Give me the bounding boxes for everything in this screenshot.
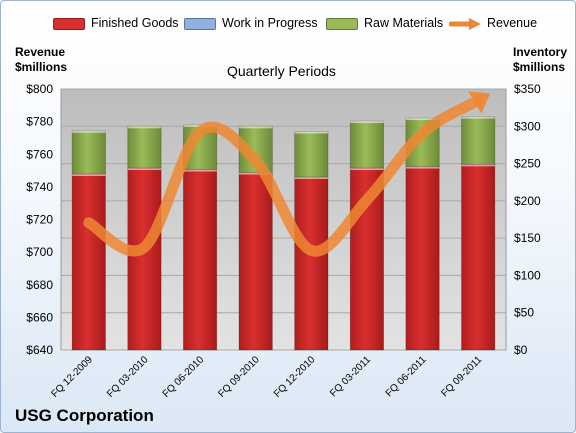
bar-raw-materials	[461, 116, 496, 165]
bar-top-highlight	[127, 168, 162, 171]
y-right-tick-label: $350	[514, 82, 541, 96]
bar-raw-materials	[349, 120, 385, 169]
bar-top-highlight	[350, 168, 384, 171]
revenue-arrowhead	[468, 91, 491, 114]
x-tick-label: FQ 12-2010	[272, 354, 318, 400]
x-tick-label: FQ 09-2011	[439, 354, 484, 399]
revenue-line	[83, 94, 484, 257]
y-left-tick-label: $660	[26, 310, 53, 324]
bar-top-highlight	[405, 118, 440, 121]
y-axis-left-title: Revenue $millions	[15, 45, 68, 74]
y-axis-right-title: Inventory $millions	[513, 45, 568, 74]
bar-finished-goods	[182, 169, 218, 351]
bar-top-highlight	[72, 130, 106, 133]
y-right-tick-label: $200	[514, 194, 541, 208]
y-left-tick-label: $720	[26, 213, 53, 227]
legend-arrow-revenue	[449, 18, 481, 30]
bar-top-highlight	[405, 166, 440, 169]
chart-legend: Finished Goods Work in Progress Raw Mate…	[1, 16, 575, 34]
legend-label-finished-goods: Finished Goods	[91, 16, 179, 30]
y-axis-right: $0 $50 $100 $150 $200 $250 $300 $350	[514, 82, 541, 357]
y-left-tick-label: $680	[26, 278, 53, 292]
bar-raw-materials	[294, 131, 329, 178]
chart-title: Quarterly Periods	[227, 63, 336, 79]
x-tick-label: FQ 06-2010	[161, 354, 207, 400]
x-tick-label: FQ 03-2010	[105, 354, 151, 400]
bar-finished-goods	[294, 176, 329, 351]
y-left-tick-label: $740	[26, 180, 53, 194]
y-left-tick-label: $780	[26, 115, 53, 129]
bar-raw-materials	[71, 130, 106, 175]
legend-swatch-finished-goods	[53, 18, 85, 30]
bar-top-highlight	[294, 131, 328, 134]
bar-top-highlight	[183, 169, 217, 172]
y-left-tick-label: $760	[26, 147, 53, 161]
legend-label-work-in-progress: Work in Progress	[222, 16, 318, 30]
y-left-tick-label: $800	[26, 82, 53, 96]
bar-finished-goods	[405, 166, 440, 351]
company-name: USG Corporation	[15, 406, 154, 425]
bar-finished-goods	[461, 163, 496, 351]
y-left-tick-label: $700	[26, 245, 53, 259]
legend-swatch-raw-materials	[326, 18, 358, 30]
bar-top-highlight	[350, 121, 384, 124]
bar-finished-goods	[238, 172, 273, 351]
bar-top-highlight	[461, 164, 495, 167]
x-tick-label: FQ 09-2010	[216, 354, 262, 400]
bar-finished-goods	[71, 173, 106, 351]
bar-top-highlight	[72, 174, 106, 177]
x-tick-label: FQ 03-2011	[328, 354, 373, 399]
bar-top-highlight	[294, 176, 328, 179]
bar-top-highlight	[239, 172, 273, 175]
y-left-tick-label: $640	[26, 343, 53, 357]
y-right-tick-label: $150	[514, 231, 541, 245]
bar-raw-materials	[127, 125, 162, 169]
bar-top-highlight	[239, 126, 273, 129]
y-right-tick-label: $300	[514, 119, 541, 133]
bars	[71, 116, 496, 351]
bar-top-highlight	[461, 116, 495, 119]
x-tick-label: FQ 06-2011	[384, 354, 429, 399]
revenue-series	[83, 91, 491, 257]
x-axis: FQ 12-2009 FQ 03-2010 FQ 06-2010 FQ 09-2010…	[49, 354, 484, 400]
bar-finished-goods	[127, 167, 162, 351]
y-right-tick-label: $50	[514, 306, 534, 320]
legend-label-revenue: Revenue	[487, 16, 538, 30]
y-right-tick-label: $100	[514, 268, 541, 282]
y-axis-left: $640 $660 $680 $700 $720 $740 $760 $780 $800	[26, 82, 53, 357]
y-right-tick-label: $0	[514, 343, 528, 357]
legend-swatch-work-in-progress	[184, 18, 216, 30]
legend-label-raw-materials: Raw Materials	[364, 16, 444, 30]
y-right-tick-label: $250	[514, 157, 541, 171]
bar-top-highlight	[127, 126, 162, 129]
x-tick-label: FQ 12-2009	[49, 354, 95, 400]
